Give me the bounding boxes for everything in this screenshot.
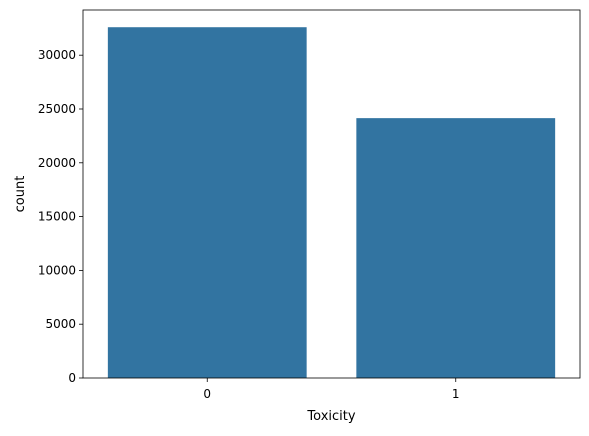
y-tick-label: 30000 (38, 48, 76, 62)
y-tick-label: 25000 (38, 102, 76, 116)
x-tick-label: 0 (203, 387, 211, 401)
y-tick-label: 10000 (38, 263, 76, 277)
bars-layer (107, 27, 556, 379)
y-axis-label: count (13, 176, 28, 213)
x-tick-label: 1 (452, 387, 460, 401)
x-axis-label: Toxicity (306, 409, 355, 424)
y-tick-label: 20000 (38, 156, 76, 170)
bar-0 (107, 27, 307, 379)
plot-frame (82, 9, 581, 379)
y-tick-label: 5000 (45, 317, 76, 331)
y-axis-ticks: 0 5000 10000 15000 20000 25000 30000 (38, 48, 83, 385)
y-tick-label: 15000 (38, 210, 76, 224)
y-tick-label: 0 (68, 371, 76, 385)
bar-1 (356, 118, 556, 378)
